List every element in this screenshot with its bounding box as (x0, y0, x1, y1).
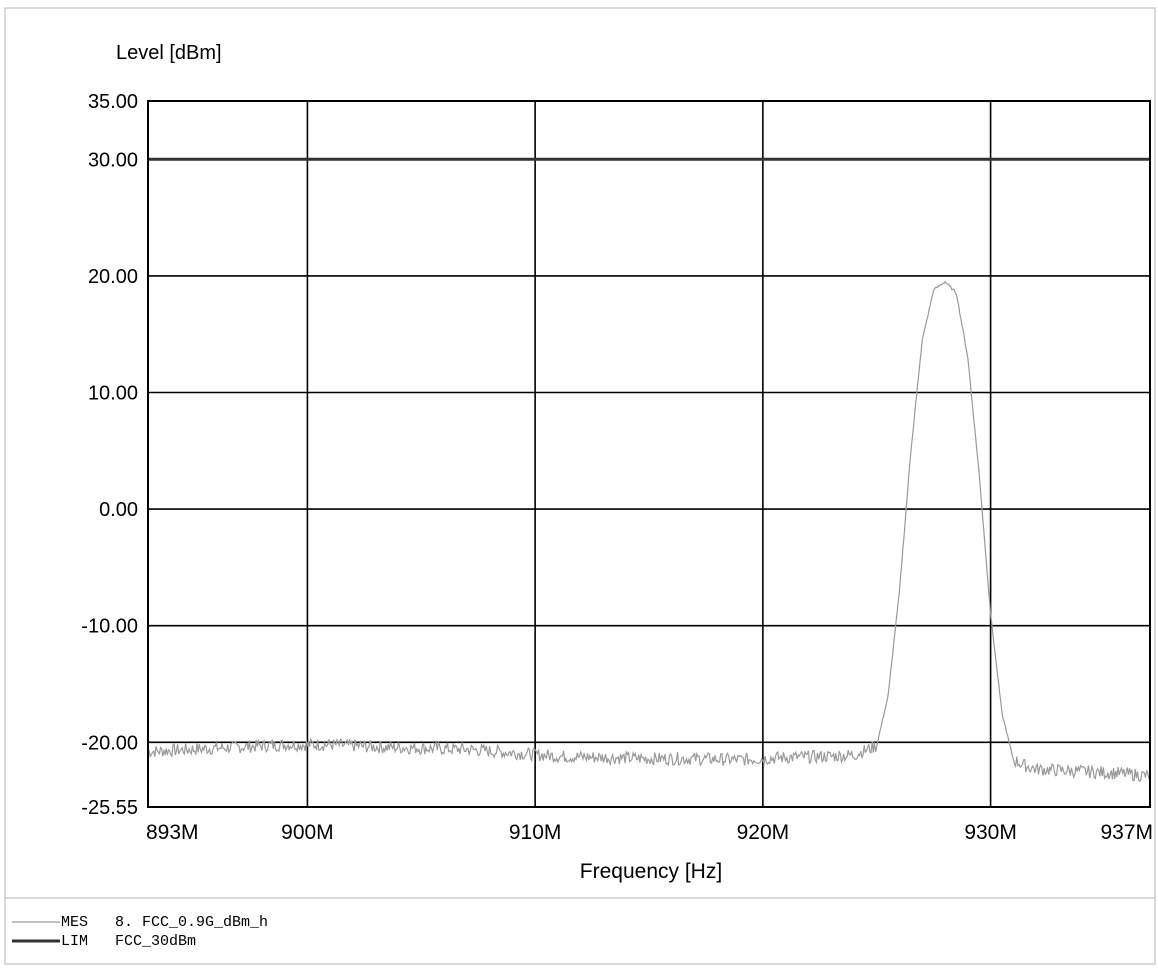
legend-code-mes: MES (61, 914, 88, 931)
x-tick-label: 937M (1100, 821, 1153, 844)
y-tick-label: 35.00 (88, 91, 138, 113)
x-axis-title: Frequency [Hz] (580, 860, 722, 883)
y-tick-label: 20.00 (88, 266, 138, 288)
legend-text-mes: 8. FCC_0.9G_dBm_h (115, 914, 268, 931)
series-layer (147, 157, 1151, 783)
y-tick-labels: 35.00 30.00 20.00 10.00 0.00 -10.00 -20.00 -25.… (81, 91, 138, 819)
x-tick-label: 920M (737, 821, 790, 844)
series-line-mes (147, 280, 1151, 783)
x-tick-label: 910M (509, 821, 562, 844)
legend-text-lim: FCC_30dBm (115, 933, 196, 950)
legend: MES 8. FCC_0.9G_dBm_h LIM FCC_30dBm (12, 914, 268, 950)
y-tick-label: -20.00 (81, 732, 138, 754)
x-tick-label: 900M (281, 821, 334, 844)
y-tick-label: 30.00 (88, 149, 138, 171)
x-tick-labels: 893M 900M 910M 920M 930M 937M (146, 821, 1153, 844)
y-tick-label: -25.55 (81, 797, 138, 819)
y-tick-label: 0.00 (99, 499, 138, 521)
y-tick-label: 10.00 (88, 382, 138, 404)
chart-outer-border (4, 7, 1156, 965)
plot-area-border (147, 100, 1151, 808)
x-tick-label: 930M (964, 821, 1017, 844)
legend-code-lim: LIM (61, 933, 88, 950)
x-tick-label: 893M (146, 821, 199, 844)
y-axis-title: Level [dBm] (116, 42, 222, 64)
y-tick-label: -10.00 (81, 616, 138, 638)
grid-layer (148, 101, 1150, 807)
